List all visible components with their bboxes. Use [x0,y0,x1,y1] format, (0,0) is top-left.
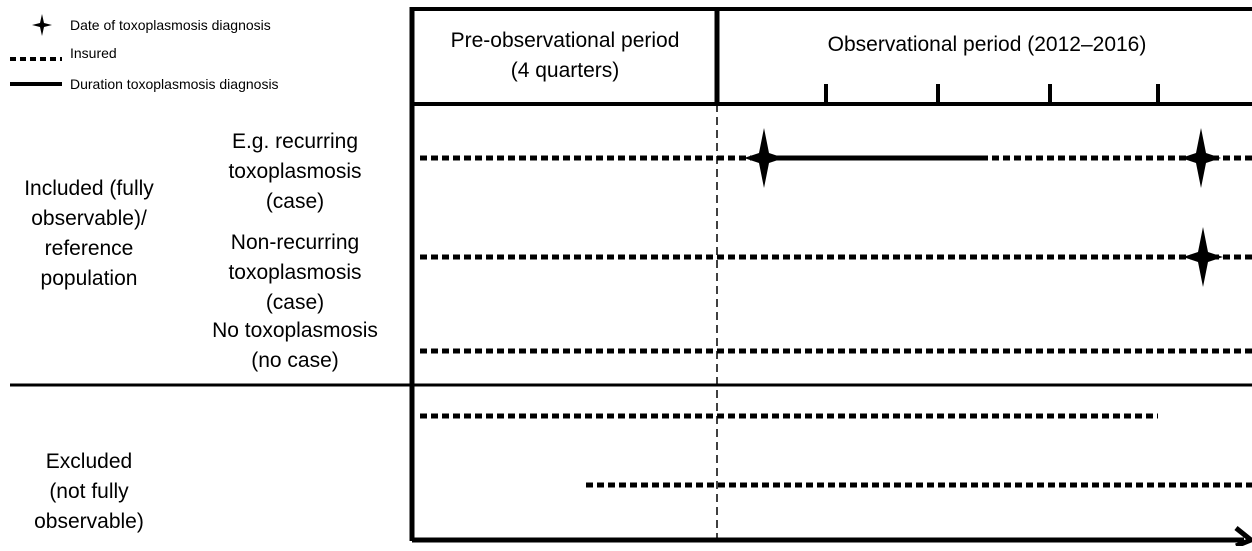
legend-star-icon [32,14,52,36]
legend-label-diagnosis: Date of toxoplasmosis diagnosis [70,17,271,33]
observational-period-label: Observational period (2012–2016) [827,33,1147,56]
time-axis-arrowhead [1234,526,1252,549]
diagnosis-star-icon [744,128,784,188]
diagnosis-star-icon [1181,128,1221,188]
included-group-label: Included (fully observable)/ reference p… [24,177,154,290]
pre-observational-period-label: Pre-observational period (4 quarters) [450,29,680,82]
legend-label-duration: Duration toxoplasmosis diagnosis [70,76,279,92]
row-label-none: No toxoplasmosis (no case) [212,319,378,372]
row-label-nonrecurring: Non-recurring toxoplasmosis (case) [228,231,362,314]
diagnosis-star-icon [1183,227,1223,287]
excluded-group-label: Excluded (not fully observable) [34,450,144,533]
legend-label-insured: Insured [70,45,117,61]
row-label-recurring: E.g. recurring toxoplasmosis (case) [228,130,362,213]
